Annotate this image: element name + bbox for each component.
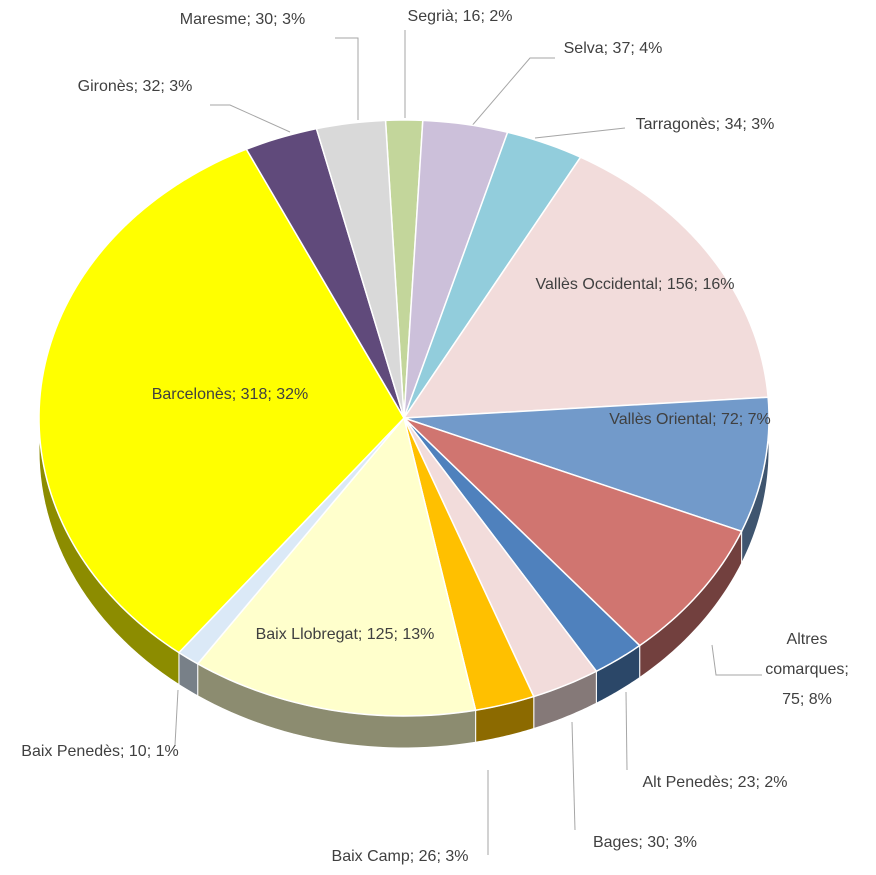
pie-slice — [403, 131, 582, 419]
leader-line — [174, 689, 179, 746]
label-part: Baix Llobregat — [255, 626, 358, 643]
label-part: 23; 2% — [737, 774, 788, 791]
label-part: 72; 7% — [720, 411, 771, 428]
data-label: Maresme; 30; 3% — [150, 5, 335, 35]
leader-line — [469, 57, 555, 129]
pie-slice — [196, 416, 477, 717]
pie-tops — [38, 119, 770, 717]
label-part: Baix Camp — [331, 848, 410, 865]
data-label: Alt Penedès; 23; 2% — [600, 768, 830, 798]
leader-line — [711, 644, 762, 676]
pie-slice — [315, 119, 405, 419]
label-part: Maresme — [179, 11, 247, 28]
label-part: 10; 1% — [128, 743, 179, 760]
data-label: Tarragonès; 34; 3% — [620, 110, 790, 140]
label-part: ; — [453, 8, 463, 25]
label-part: ; — [657, 276, 667, 293]
data-label: Gironès; 32; 3% — [35, 72, 235, 102]
data-label: Selva; 37; 4% — [548, 34, 678, 64]
pie-slice — [245, 127, 405, 419]
label-part: 26; 3% — [418, 848, 469, 865]
label-part: ; — [120, 743, 129, 760]
leader-line — [210, 104, 291, 133]
data-label: Bages; 30; 3% — [560, 828, 730, 858]
label-part: 37; 4% — [612, 40, 663, 57]
pie-slice — [403, 417, 743, 647]
label-part: Selva — [563, 40, 604, 57]
label-part: 16; 2% — [462, 8, 513, 25]
label-part: Bages — [592, 834, 639, 851]
data-label: Baix Penedès; 10; 1% — [5, 737, 195, 767]
data-label: Baix Llobregat; 125; 13% — [230, 620, 460, 650]
pie-slice — [403, 417, 641, 673]
label-part: ; — [728, 774, 738, 791]
pie-slice — [402, 156, 769, 419]
label-part: 318; 32% — [240, 386, 309, 403]
label-part: Baix Penedès — [21, 743, 121, 760]
label-part: ; — [357, 626, 367, 643]
leader-lines — [174, 30, 762, 855]
label-part: 32; 3% — [142, 78, 193, 95]
label-part: 30; 3% — [647, 834, 698, 851]
label-part: Gironès — [77, 78, 134, 95]
data-label: Vallès Oriental; 72; 7% — [590, 405, 790, 435]
pie-slice — [403, 417, 535, 712]
leader-line — [335, 37, 359, 120]
label-part: ; — [638, 834, 648, 851]
pie-slice — [403, 119, 509, 419]
pie-slice — [384, 119, 424, 419]
label-part: 30; 3% — [255, 11, 306, 28]
data-label: Segrià; 16; 2% — [395, 2, 525, 32]
label-part: ; — [715, 116, 725, 133]
label-part: ; — [246, 11, 256, 28]
leader-line — [625, 691, 628, 771]
label-part: ; — [133, 78, 143, 95]
label-part: 75; 8% — [782, 691, 832, 708]
pie-slice — [403, 396, 770, 533]
leader-line — [534, 127, 626, 139]
pie-slice — [403, 417, 598, 698]
label-part: Alt Penedès — [642, 774, 729, 791]
leader-line — [571, 721, 576, 831]
label-part: Barcelonès — [151, 386, 232, 403]
label-part: Vallès Oriental — [609, 411, 713, 428]
label-part: Vallès Occidental — [535, 276, 658, 293]
pie-slice — [38, 148, 405, 654]
label-part: ; — [409, 848, 419, 865]
label-part: ; — [712, 411, 721, 428]
label-part: 34; 3% — [724, 116, 775, 133]
label-part: Segrià — [407, 8, 454, 25]
label-part: 156; 16% — [666, 276, 735, 293]
label-part: ; — [231, 386, 241, 403]
data-label: Barcelonès; 318; 32% — [105, 380, 355, 410]
label-part: Tarragonès — [635, 116, 716, 133]
label-part: ; — [844, 661, 854, 678]
label-part: Altres comarques — [765, 631, 845, 678]
label-part: 125; 13% — [366, 626, 435, 643]
data-label: Vallès Occidental; 156; 16% — [515, 270, 755, 300]
data-label: Baix Camp; 26; 3% — [300, 842, 500, 872]
label-part: ; — [603, 40, 613, 57]
data-label: Altres comarques; 75; 8% — [752, 625, 862, 715]
